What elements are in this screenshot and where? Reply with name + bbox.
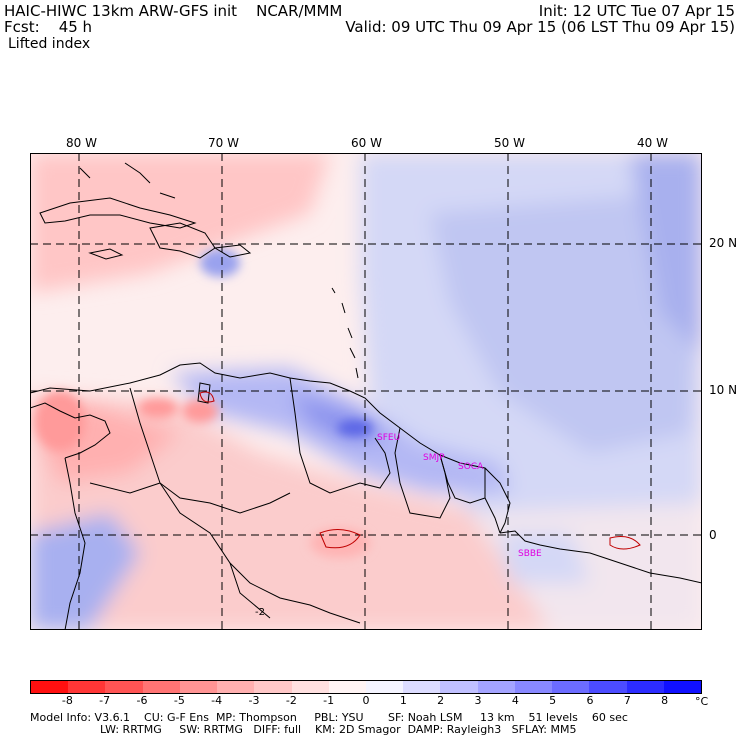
valid-time: Valid: 09 UTC Thu 09 Apr 15 (06 LST Thu …	[345, 18, 735, 36]
colorbar-swatch	[328, 681, 366, 693]
lat-label-10n: 10 N	[709, 383, 738, 397]
station-smjp: SMJP	[423, 453, 445, 463]
lon-label-70w: 70 W	[208, 136, 239, 150]
colorbar-swatch	[31, 681, 69, 693]
colorbar-tick-label: -1	[323, 694, 335, 707]
colorbar-swatch	[626, 681, 664, 693]
station-soca: SOCA	[458, 462, 484, 472]
model-info-line2: LW: RRTMG SW: RRTMG DIFF: full KM: 2D Sm…	[100, 723, 577, 736]
model-title: HAIC-HIWC 13km ARW-GFS init NCAR/MMM	[4, 2, 343, 20]
colorbar-tick-label: 7	[623, 694, 631, 707]
colorbar-swatch	[552, 681, 590, 693]
colorbar-swatch	[365, 681, 404, 693]
colorbar-swatch	[440, 681, 478, 693]
colorbar-swatch	[403, 681, 441, 693]
colorbar-tick-label: -4	[211, 694, 223, 707]
colorbar-swatch	[179, 681, 218, 693]
colorbar	[30, 680, 702, 694]
colorbar-tick-label: 5	[549, 694, 557, 707]
colorbar-swatch	[254, 681, 292, 693]
colorbar-tick-label: -5	[173, 694, 185, 707]
colorbar-tick-label: 8	[661, 694, 669, 707]
station-sbbe: SBBE	[518, 549, 542, 559]
colorbar-tick-label: -3	[248, 694, 260, 707]
colorbar-swatch	[105, 681, 143, 693]
colorbar-unit: °C	[695, 695, 709, 708]
contour-label: -2	[255, 607, 265, 618]
colorbar-tick-label: 2	[437, 694, 445, 707]
colorbar-swatch	[663, 681, 701, 693]
colorbar-swatch	[142, 681, 180, 693]
colorbar-tick-label: 4	[511, 694, 519, 707]
field-name: Lifted index	[8, 36, 91, 52]
lat-lon-grid	[30, 153, 702, 630]
colorbar-swatch	[291, 681, 329, 693]
colorbar-tick-label: 3	[474, 694, 482, 707]
map-frame	[30, 153, 702, 630]
lon-label-60w: 60 W	[351, 136, 382, 150]
colorbar-tick-label: -6	[136, 694, 148, 707]
colorbar-swatch	[477, 681, 515, 693]
station-labels: SFEU SMJP SOCA SBBE	[377, 433, 542, 559]
lon-label-40w: 40 W	[637, 136, 668, 150]
colorbar-swatch	[589, 681, 627, 693]
lifted-index-map: -2 SFEU SMJP SOCA SBBE	[30, 153, 702, 630]
colorbar-tick-label: 1	[399, 694, 407, 707]
forecast-hour: Fcst: 45 h	[4, 18, 93, 36]
colorbar-tick-label: -7	[99, 694, 111, 707]
colorbar-tick-label: 0	[362, 694, 370, 707]
colorbar-swatch	[514, 681, 553, 693]
colorbar-tick-label: -8	[61, 694, 73, 707]
coastlines	[30, 162, 702, 630]
lon-label-50w: 50 W	[494, 136, 525, 150]
colorbar-tick-label: -2	[285, 694, 297, 707]
contours	[199, 391, 641, 550]
lon-label-80w: 80 W	[66, 136, 97, 150]
station-sfeu: SFEU	[377, 433, 400, 443]
lat-label-20n: 20 N	[709, 236, 738, 250]
colorbar-tick-label: 6	[586, 694, 594, 707]
lat-label-0: 0	[709, 528, 717, 542]
init-time: Init: 12 UTC Tue 07 Apr 15	[538, 2, 735, 20]
colorbar-swatch	[217, 681, 255, 693]
colorbar-swatch	[68, 681, 106, 693]
model-info-line1: Model Info: V3.6.1 CU: G-F Ens MP: Thomp…	[30, 711, 628, 724]
